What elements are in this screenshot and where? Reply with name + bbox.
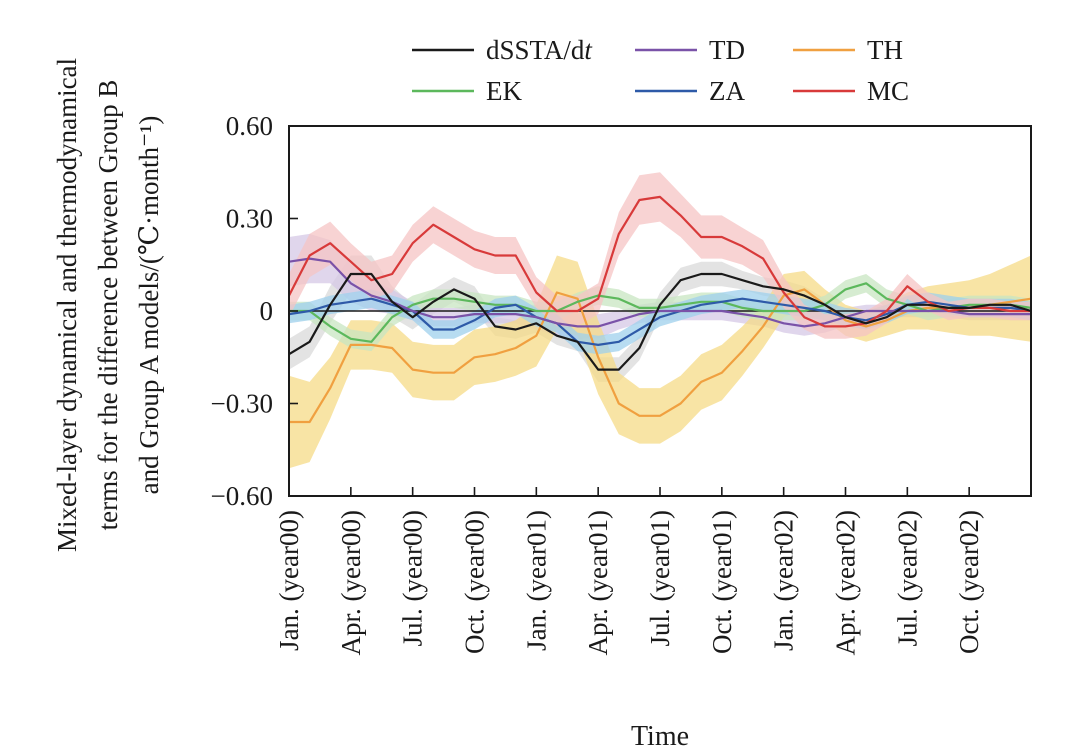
x-tick-label: Jul. (year02)	[892, 510, 922, 646]
legend-label: EK	[486, 76, 522, 106]
x-tick-label: Oct. (year02)	[954, 510, 984, 654]
band-dssta-dt	[289, 255, 1031, 382]
y-axis-label-line-2: terms for the difference between Group B	[93, 80, 123, 531]
x-tick-label: Apr. (year00)	[336, 510, 366, 655]
legend-label: dSSTA/dt	[486, 35, 593, 65]
x-tick-label: Apr. (year01)	[583, 510, 613, 655]
y-axis-ticks: −0.60 −0.30 0 0.30 0.60	[211, 111, 298, 511]
legend-item-ek: EK	[412, 76, 522, 106]
legend: dSSTA/dt TD TH EK ZA MC	[412, 35, 909, 106]
x-tick-label: Apr. (year02)	[831, 510, 861, 655]
x-axis-ticks: Jan. (year00) Apr. (year00) Jul. (year00) O…	[274, 487, 984, 655]
series-line-mc	[288, 195, 1031, 328]
x-tick-label: Jul. (year00)	[398, 510, 428, 646]
series-lines	[288, 195, 1032, 424]
y-tick-label: 0.60	[226, 111, 273, 141]
legend-item-dssta-dt: dSSTA/dt	[412, 35, 593, 65]
x-tick-label: Jan. (year00)	[274, 510, 304, 651]
x-tick-label: Jan. (year02)	[769, 510, 799, 651]
y-tick-label: −0.30	[211, 389, 273, 419]
series-line-td	[288, 257, 1031, 328]
band-mc	[289, 172, 1031, 339]
y-axis-label-line-1: Mixed-layer dynamical and thermodynamica…	[52, 58, 82, 552]
y-axis-label-line-3: and Group A models/(℃·month⁻¹)	[134, 116, 164, 495]
legend-item-za: ZA	[635, 76, 745, 106]
legend-item-mc: MC	[793, 76, 909, 106]
x-tick-label: Oct. (year01)	[707, 510, 737, 654]
legend-label: MC	[867, 76, 909, 106]
series-line-dssta-dt	[288, 272, 1032, 371]
legend-item-td: TD	[635, 35, 745, 65]
x-tick-label: Jul. (year01)	[645, 510, 675, 646]
legend-label: ZA	[709, 76, 745, 106]
y-tick-label: 0.30	[226, 204, 273, 234]
uncertainty-bands	[289, 172, 1031, 469]
y-tick-label: −0.60	[211, 481, 273, 511]
band-za	[289, 289, 1031, 355]
x-tick-label: Jan. (year01)	[521, 510, 551, 651]
x-tick-label: Oct. (year00)	[460, 510, 490, 654]
legend-label: TD	[709, 35, 745, 65]
y-axis-label: Mixed-layer dynamical and thermodynamica…	[52, 58, 164, 552]
x-axis-label: Time	[631, 721, 689, 751]
y-tick-label: 0	[260, 296, 274, 326]
legend-label: TH	[867, 35, 903, 65]
legend-item-th: TH	[793, 35, 903, 65]
